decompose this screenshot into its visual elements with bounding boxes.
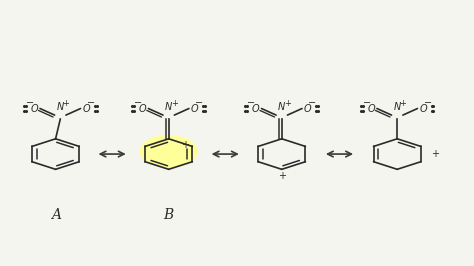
Text: O: O (139, 103, 146, 114)
Text: +: + (278, 171, 286, 181)
Circle shape (140, 136, 197, 167)
Text: N: N (165, 102, 172, 113)
Text: +: + (400, 99, 406, 108)
Text: −: − (134, 98, 142, 108)
Text: O: O (30, 103, 38, 114)
Text: N: N (278, 102, 285, 113)
Text: O: O (252, 103, 260, 114)
Text: B: B (164, 207, 174, 222)
Text: N: N (57, 102, 64, 113)
Text: −: − (363, 98, 371, 108)
Text: −: − (195, 98, 203, 108)
Text: O: O (367, 103, 375, 114)
Text: A: A (51, 207, 61, 222)
Text: −: − (424, 98, 432, 108)
Text: O: O (82, 103, 90, 114)
Text: O: O (304, 103, 311, 114)
Text: −: − (247, 98, 255, 108)
Text: +: + (284, 99, 291, 108)
Text: +: + (181, 140, 189, 150)
Text: +: + (171, 99, 178, 108)
Text: +: + (63, 99, 69, 108)
Text: −: − (308, 98, 317, 108)
Text: O: O (419, 103, 427, 114)
Text: −: − (87, 98, 95, 108)
Text: O: O (191, 103, 199, 114)
Text: N: N (393, 102, 401, 113)
Text: +: + (431, 149, 439, 159)
Text: −: − (26, 98, 34, 108)
